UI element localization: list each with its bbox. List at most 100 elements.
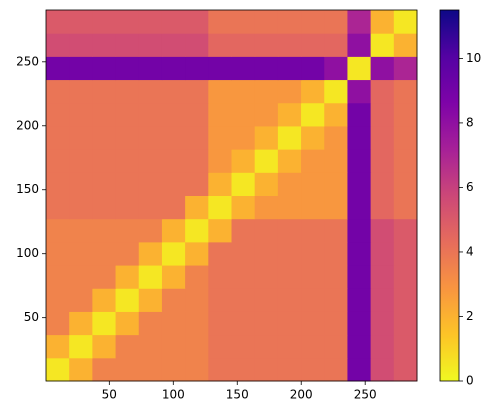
- heatmap-cell: [185, 172, 209, 196]
- heatmap-cell: [161, 218, 186, 243]
- heatmap-cell: [208, 102, 232, 127]
- heatmap-cell: [69, 241, 93, 266]
- heatmap-cell: [69, 265, 93, 289]
- heatmap-cell: [301, 334, 325, 359]
- heatmap-cell: [69, 218, 93, 243]
- heatmap-cell: [370, 172, 395, 196]
- heatmap-cell: [324, 33, 348, 57]
- heatmap-cell: [393, 10, 418, 34]
- heatmap-cell: [208, 311, 232, 336]
- heatmap-cell: [347, 125, 372, 150]
- heatmap-cell: [115, 265, 140, 289]
- heatmap-cell: [208, 149, 232, 173]
- heatmap-cell: [347, 311, 372, 336]
- heatmap-cell: [393, 195, 418, 220]
- heatmap-cell: [208, 265, 232, 289]
- heatmap-cell: [347, 195, 372, 220]
- heatmap-cell: [370, 357, 395, 382]
- heatmap-cell: [231, 241, 256, 266]
- heatmap-cell: [46, 79, 70, 104]
- heatmap-cell: [231, 56, 256, 81]
- heatmap-cell: [138, 79, 163, 104]
- heatmap-cell: [301, 265, 325, 289]
- heatmap-cell: [231, 311, 256, 336]
- heatmap-cell: [393, 241, 418, 266]
- colorbar-tick-label: 2: [466, 309, 474, 323]
- heatmap-cell: [69, 334, 93, 359]
- heatmap-cell: [254, 195, 279, 220]
- heatmap-cell: [254, 33, 279, 57]
- heatmap-cell: [46, 357, 70, 382]
- heatmap-cell: [115, 56, 140, 81]
- colorbar-tick-label: 10: [466, 51, 481, 65]
- heatmap-cell: [254, 79, 279, 104]
- heatmap-cell: [393, 149, 418, 173]
- heatmap-cell: [347, 56, 372, 81]
- x-tick-label: 100: [162, 388, 185, 402]
- heatmap-cell: [208, 33, 232, 57]
- heatmap-cell: [46, 56, 70, 81]
- heatmap-cell: [208, 172, 232, 196]
- heatmap-cell: [277, 241, 302, 266]
- heatmap-cell: [254, 357, 279, 382]
- heatmap-cell: [301, 125, 325, 150]
- x-tick-label: 150: [226, 388, 249, 402]
- heatmap-cell: [208, 79, 232, 104]
- heatmap-cell: [138, 172, 163, 196]
- colorbar-tick-label: 6: [466, 180, 474, 194]
- heatmap-cell: [185, 125, 209, 150]
- heatmap-cell: [46, 288, 70, 312]
- heatmap-cell: [69, 102, 93, 127]
- heatmap-cell: [69, 288, 93, 312]
- heatmap-cell: [92, 125, 117, 150]
- heatmap-cell: [208, 195, 232, 220]
- heatmap-cell: [92, 33, 117, 57]
- heatmap-cell: [185, 79, 209, 104]
- heatmap-cell: [46, 172, 70, 196]
- heatmap-cell: [161, 265, 186, 289]
- heatmap-cell: [208, 241, 232, 266]
- heatmap-cell: [277, 10, 302, 34]
- heatmap-cell: [208, 334, 232, 359]
- heatmap-cell: [370, 265, 395, 289]
- heatmap-cell: [277, 357, 302, 382]
- heatmap-cell: [393, 288, 418, 312]
- heatmap-cell: [161, 334, 186, 359]
- heatmap-cell: [254, 56, 279, 81]
- heatmap-cell: [138, 218, 163, 243]
- heatmap-cell: [393, 102, 418, 127]
- heatmap-cell: [115, 33, 140, 57]
- heatmap-cell: [393, 265, 418, 289]
- heatmap-cell: [277, 125, 302, 150]
- y-tick-label: 250: [16, 54, 39, 68]
- heatmap-cell: [231, 149, 256, 173]
- heatmap-cell: [231, 334, 256, 359]
- heatmap-cell: [231, 10, 256, 34]
- heatmap-cell: [92, 10, 117, 34]
- heatmap-cell: [370, 10, 395, 34]
- heatmap-cell: [69, 79, 93, 104]
- heatmap-cell: [324, 56, 348, 81]
- heatmap-cell: [92, 56, 117, 81]
- heatmap-cell: [231, 172, 256, 196]
- heatmap-cell: [301, 10, 325, 34]
- heatmap-cell: [69, 10, 93, 34]
- heatmap-cell: [277, 149, 302, 173]
- x-tick-label: 200: [290, 388, 313, 402]
- heatmap-cell: [347, 102, 372, 127]
- heatmap-cell: [161, 79, 186, 104]
- heatmap-cell: [46, 102, 70, 127]
- heatmap-cell: [324, 265, 348, 289]
- heatmap-cell: [115, 311, 140, 336]
- heatmap-cell: [161, 125, 186, 150]
- heatmap-cell: [115, 218, 140, 243]
- heatmap-cell: [161, 311, 186, 336]
- heatmap-cell: [324, 149, 348, 173]
- heatmap-cell: [115, 79, 140, 104]
- heatmap-cell: [301, 149, 325, 173]
- heatmap-cell: [277, 288, 302, 312]
- heatmap-cell: [254, 125, 279, 150]
- heatmap-cell: [301, 33, 325, 57]
- heatmap-cell: [69, 311, 93, 336]
- heatmap-cell: [277, 311, 302, 336]
